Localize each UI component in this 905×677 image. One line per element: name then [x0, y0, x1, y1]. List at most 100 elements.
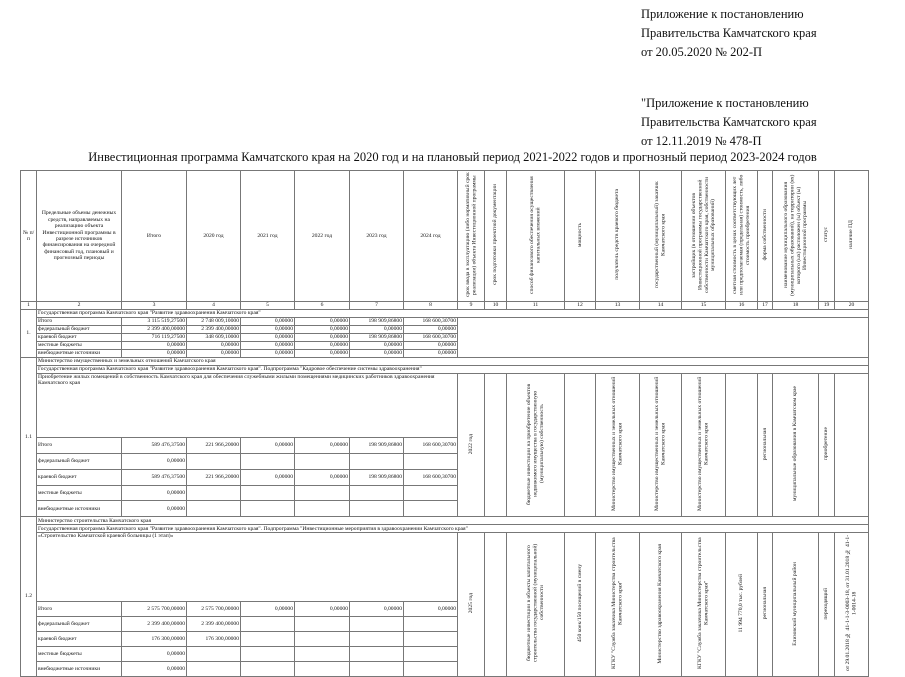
funding-value	[294, 500, 350, 518]
funding-source: Итого	[36, 601, 122, 618]
column-number: 10	[484, 301, 507, 310]
column-number: 5	[240, 301, 295, 310]
appendix-line: Правительства Камчатского края	[641, 115, 817, 129]
column-header: государственный (муниципальный) заказчик…	[639, 170, 682, 302]
object-detail: региональная	[757, 372, 773, 518]
object-detail-text: от 29.01.2018 № 41-1-1-3-0003-18, от 31.…	[845, 535, 858, 672]
column-header: застройщик (в отношении объектов Инвести…	[681, 170, 726, 302]
funding-value	[294, 631, 350, 647]
funding-value: 0,00000	[121, 484, 187, 502]
object-detail: 2022 год	[457, 372, 485, 518]
column-header: 2024 год	[403, 170, 458, 302]
empty-area	[457, 317, 869, 358]
funding-value	[186, 660, 241, 677]
column-header: 2021 год	[240, 170, 295, 302]
funding-source: внебюджетные источники	[36, 349, 122, 358]
column-header: сметная стоимость в ценах соответствующи…	[725, 170, 758, 302]
investment-program-table: № п/п Предельные объемы денежных средств,…	[20, 170, 869, 677]
column-number: 11	[506, 301, 565, 310]
program-row: Государственная программа Камчатского кр…	[21, 365, 869, 374]
funding-source: Итого	[36, 317, 122, 326]
funding-value	[349, 500, 404, 518]
column-header-text: статус	[823, 227, 830, 243]
funding-value: 0,00000	[294, 317, 350, 326]
funding-source: краевой бюджет	[36, 468, 122, 486]
object-detail: Министерство имущественных и земельных о…	[595, 372, 640, 518]
column-header-text: срок подготовки проектной документации	[492, 184, 499, 286]
object-detail: муниципальные образования в Камчатском к…	[772, 372, 819, 518]
column-header-text: мощность	[576, 222, 583, 247]
row-number: 1.	[20, 309, 37, 358]
object-detail-text: 2022 год	[467, 433, 474, 455]
object-description-row: «Строительство Камчатской краевой больни…	[21, 532, 869, 677]
appendix-line: Правительства Камчатского края	[641, 26, 817, 40]
funding-value	[240, 500, 295, 518]
funding-value	[349, 631, 404, 647]
funding-source: краевой бюджет	[36, 333, 122, 342]
funding-value: 2 399 400,00000	[121, 325, 187, 334]
funding-value: 0,00000	[294, 333, 350, 342]
funding-value	[240, 452, 295, 470]
funding-value: 0,00000	[349, 341, 404, 350]
column-header-text: форма собственности	[761, 209, 768, 261]
funding-value	[403, 484, 458, 502]
table-row: краевой бюджет 589 476,37500 221 966,20000…	[21, 468, 869, 486]
funding-value: 589 476,37500	[121, 468, 187, 486]
object-detail-text: бюджетные инвестиции на приобретение объ…	[525, 383, 545, 505]
column-header-text: срок ввода в эксплуатацию (либо норматив…	[464, 172, 477, 298]
funding-value: 0,00000	[121, 645, 187, 662]
funding-value: 168 600,30700	[403, 436, 458, 454]
funding-value: 0,00000	[403, 349, 458, 358]
object-description-row: Приобретение жилых помещений в собственн…	[21, 372, 869, 518]
column-number-row: 1 2 3 4 5 6 7 8 9 10 11 12 13 14 15 16 17 18 19 20	[20, 301, 869, 310]
column-number: 6	[294, 301, 350, 310]
object-detail	[564, 372, 596, 518]
funding-value: 198 909,86800	[349, 436, 404, 454]
object-detail-text: приобретение	[823, 427, 830, 461]
funding-value	[349, 616, 404, 633]
appendix-line: Приложение к постановлению	[641, 7, 804, 21]
object-detail: региональная	[757, 532, 773, 677]
column-number: 15	[681, 301, 726, 310]
funding-value: 168 600,30700	[403, 333, 458, 342]
funding-source: федеральный бюджет	[36, 616, 122, 633]
funding-value	[403, 645, 458, 662]
column-header-text: способ финансового обеспечения осуществл…	[529, 175, 542, 294]
funding-source: местные бюджеты	[36, 341, 122, 350]
column-number: 3	[121, 301, 187, 310]
column-header: № п/п	[20, 170, 37, 302]
column-header: наличие ПД	[834, 170, 869, 302]
column-number: 13	[595, 301, 640, 310]
column-number: 8	[403, 301, 458, 310]
object-detail: КГКУ "Служба заказчика Министерства стро…	[681, 532, 726, 677]
object-detail	[725, 372, 758, 518]
column-number: 12	[564, 301, 596, 310]
column-number: 19	[818, 301, 835, 310]
funding-value: 0,00000	[349, 601, 404, 618]
column-number: 9	[457, 301, 485, 310]
object-detail-text: региональная	[761, 587, 768, 620]
section-row: 1. Государственная программа Камчатского …	[20, 309, 869, 358]
funding-value	[349, 484, 404, 502]
funding-value	[240, 631, 295, 647]
funding-source: краевой бюджет	[36, 631, 122, 647]
appendix-current-reference: Приложение к постановлению Правительства…	[641, 5, 817, 62]
funding-value: 0,00000	[349, 349, 404, 358]
ministry-row: 1.1 Министерство имущественных и земельны…	[20, 356, 869, 518]
document-title: Инвестиционная программа Камчатского кра…	[88, 150, 817, 164]
funding-value: 0,00000	[240, 317, 295, 326]
funding-value: 0,00000	[349, 325, 404, 334]
appendix-line: от 20.05.2020 № 202-П	[641, 45, 763, 59]
funding-value: 0,00000	[121, 660, 187, 677]
funding-value	[294, 616, 350, 633]
object-detail: 450 коек/150 посещений в смену	[564, 532, 596, 677]
object-detail: КГКУ "Служба заказчика Министерства стро…	[595, 532, 640, 677]
appendix-line: от 12.11.2019 № 478-П	[641, 134, 762, 148]
funding-value	[294, 660, 350, 677]
funding-value: 0,00000	[294, 601, 350, 618]
funding-value: 0,00000	[240, 333, 295, 342]
column-header: получатель средств краевого бюджета	[595, 170, 640, 302]
column-number: 4	[186, 301, 241, 310]
object-detail: 11 994 770,0 тыс. рублей	[725, 532, 758, 677]
funding-value: 0,00000	[186, 349, 241, 358]
